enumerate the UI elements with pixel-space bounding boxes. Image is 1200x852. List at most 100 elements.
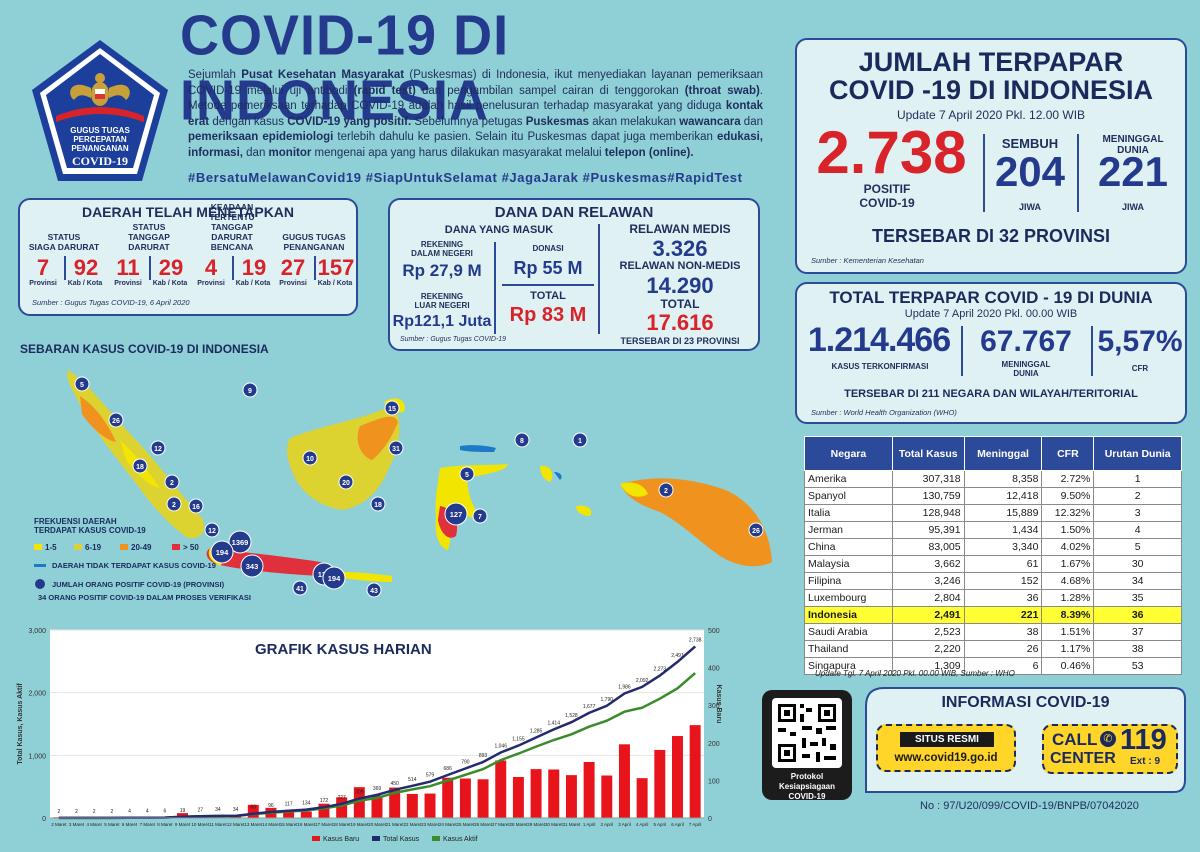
y-tick-left: 0 bbox=[42, 816, 46, 823]
cell-cfr: 1.17% bbox=[1041, 640, 1095, 658]
meninggal-label: MENINGGAL DUNIA bbox=[1102, 134, 1164, 156]
cell-urutan: 53 bbox=[1093, 657, 1182, 675]
bar-kasus-baru bbox=[565, 775, 577, 818]
jumlah-title: JUMLAH TERPAPAR COVID -19 DI INDONESIA bbox=[828, 47, 1154, 105]
donasi-value: Rp 55 M bbox=[513, 258, 583, 278]
map-marker-label: 5 bbox=[465, 472, 469, 479]
legend-swatch bbox=[34, 544, 42, 550]
x-tick-label: 6 April bbox=[671, 822, 684, 827]
cell-meninggal: 15,889 bbox=[963, 504, 1043, 522]
bar-kasus-baru bbox=[371, 795, 383, 818]
table-row: Indonesia 2,491 221 8.39% 36 bbox=[804, 606, 1182, 624]
world-table: Negara Total Kasus Meninggal CFR Urutan … bbox=[804, 436, 1182, 675]
legend-swatch bbox=[372, 836, 380, 841]
y-tick-right: 300 bbox=[708, 703, 720, 710]
cell-meninggal: 61 bbox=[963, 555, 1043, 573]
y-tick-left: 3,000 bbox=[28, 628, 46, 635]
x-tick-label: 14 Maret bbox=[262, 822, 281, 827]
positif-label: POSITIF COVID-19 bbox=[859, 182, 915, 210]
sembuh-value: 204 bbox=[994, 148, 1066, 195]
cell-cfr: 1.51% bbox=[1041, 623, 1095, 641]
bar-kasus-baru bbox=[618, 744, 630, 818]
cell-urutan: 1 bbox=[1093, 470, 1182, 488]
data-label-total: 96 bbox=[268, 803, 274, 809]
cfr-label: CFR bbox=[1131, 364, 1149, 373]
data-label-total: 450 bbox=[391, 781, 400, 787]
data-label-total: 686 bbox=[444, 766, 453, 772]
unit-kab: Kab / Kota bbox=[235, 280, 271, 287]
call-number[interactable]: 119 bbox=[1120, 724, 1167, 756]
data-label-total: 117 bbox=[285, 802, 293, 808]
table-row: Italia 128,948 15,889 12.32% 3 bbox=[804, 504, 1182, 522]
sembuh-unit: JIWA bbox=[1018, 202, 1041, 212]
legend-label: 1-5 bbox=[45, 543, 57, 552]
table-row: Jerman 95,391 1,434 1.50% 4 bbox=[804, 521, 1182, 539]
map-marker: 343 bbox=[240, 554, 264, 578]
cell-negara: Filipina bbox=[804, 572, 893, 590]
map-marker: 2 bbox=[166, 496, 182, 512]
kab-count: 92 bbox=[64, 256, 106, 280]
data-label-total: 19 bbox=[180, 808, 186, 814]
qr-code-icon[interactable] bbox=[772, 698, 842, 768]
dana-title: DANA DAN RELAWAN bbox=[494, 204, 654, 221]
unit-kab: Kab / Kota bbox=[317, 280, 353, 287]
status-label: GUGUS TUGAS PENANGANAN bbox=[282, 232, 346, 252]
sumatra-shape bbox=[67, 370, 205, 539]
col-negara: Negara bbox=[804, 436, 893, 471]
dunia-meninggal-label: MENINGGAL DUNIA bbox=[1001, 360, 1051, 378]
cell-meninggal: 3,340 bbox=[963, 538, 1043, 556]
cell-meninggal: 1,434 bbox=[963, 521, 1043, 539]
x-tick-label: 2 Maret bbox=[51, 822, 67, 827]
y-tick-right: 500 bbox=[708, 628, 720, 635]
data-label-total: 1,528 bbox=[565, 713, 578, 719]
x-tick-label: 28 Maret bbox=[510, 822, 529, 827]
cell-urutan: 5 bbox=[1093, 538, 1182, 556]
prov-count: 4 bbox=[204, 255, 218, 280]
intro-run: wawancara bbox=[679, 115, 741, 128]
x-tick-label: 13 Maret bbox=[244, 822, 263, 827]
cell-negara: Jerman bbox=[804, 521, 893, 539]
map-marker: 7 bbox=[472, 508, 488, 524]
cell-urutan: 35 bbox=[1093, 589, 1182, 607]
unit-kab: Kab / Kota bbox=[152, 280, 188, 287]
map-marker: 10 bbox=[302, 450, 318, 466]
map-marker: 12 bbox=[150, 440, 166, 456]
jumlah-tersebar: TERSEBAR DI 32 PROVINSI bbox=[871, 226, 1111, 246]
cell-total-kasus: 307,318 bbox=[891, 470, 965, 488]
x-tick-label: 30 Maret bbox=[545, 822, 564, 827]
kab-count: 157 bbox=[314, 256, 356, 280]
intro-run: akan melakukan bbox=[589, 115, 680, 128]
prov-count: 27 bbox=[280, 255, 306, 280]
call-center-box[interactable]: CALL ✆ CENTER 119 Ext : 9 bbox=[1042, 724, 1178, 774]
intro-run: monitor bbox=[268, 146, 312, 159]
legend-title-2: TERDAPAT KASUS COVID-19 bbox=[34, 526, 146, 535]
bar-kasus-baru bbox=[583, 761, 595, 818]
map-marker-label: 2 bbox=[172, 502, 176, 509]
dana-total-label: TOTAL bbox=[530, 290, 566, 302]
map-marker: 18 bbox=[370, 496, 386, 512]
status-label: KEADAAN TERTENTU TANGGAP DARURAT BENCANA bbox=[209, 202, 255, 252]
data-label-total: 514 bbox=[408, 777, 417, 783]
qr-card[interactable]: Protokol Kesiapsiagaan COVID-19 bbox=[762, 690, 852, 801]
x-tick-label: 22 Maret bbox=[403, 822, 422, 827]
relawan-nonmedis-label: RELAWAN NON-MEDIS bbox=[619, 260, 741, 272]
legend-label: 20-49 bbox=[131, 543, 152, 552]
map-marker: 194 bbox=[210, 540, 234, 564]
y-axis-label-right: Kasus Baru bbox=[715, 685, 722, 724]
situs-resmi-box[interactable]: SITUS RESMI www.covid19.go.id bbox=[876, 724, 1016, 772]
y-tick-left: 1,000 bbox=[28, 753, 46, 760]
map-marker: 31 bbox=[388, 440, 404, 456]
map-title: SEBARAN KASUS COVID-19 DI INDONESIA bbox=[20, 342, 269, 356]
data-label-total: 579 bbox=[426, 773, 435, 779]
dana-tersebar: TERSEBAR DI 23 PROVINSI bbox=[620, 336, 740, 346]
kab-count: 29 bbox=[149, 256, 191, 280]
cell-meninggal: 221 bbox=[963, 606, 1043, 624]
unit-kab: Kab / Kota bbox=[67, 280, 103, 287]
map-marker-label: 12 bbox=[154, 446, 162, 453]
dana-source: Sumber : Gugus Tugas COVID-19 bbox=[400, 336, 507, 343]
col-total-kasus: Total Kasus bbox=[891, 436, 965, 471]
situs-url[interactable]: www.covid19.go.id bbox=[894, 752, 998, 764]
map-marker-label: 8 bbox=[520, 438, 524, 445]
map-marker-label: 12 bbox=[208, 528, 216, 535]
dunia-meninggal-value: 67.767 bbox=[980, 325, 1072, 358]
